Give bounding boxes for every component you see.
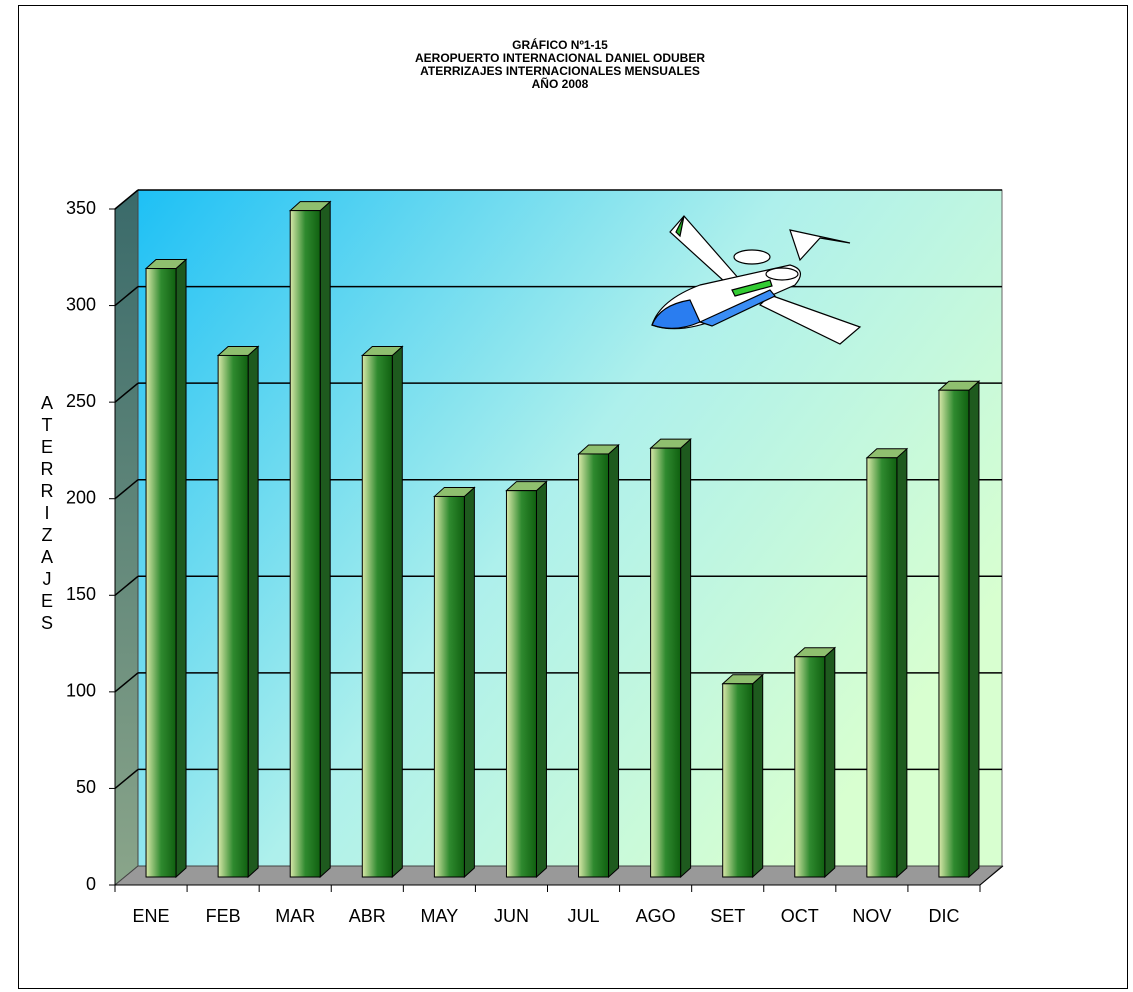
bar [433,495,465,878]
grid-line [114,285,139,307]
x-tick-label: JUN [494,906,529,926]
bar-side [608,443,620,879]
y-tick-label: 200 [66,487,96,507]
x-tick-label: NOV [852,906,891,926]
x-tick-label: FEB [206,906,241,926]
y-axis-label: ATERRIZAJES [37,393,57,635]
bar-side [391,345,403,879]
grid-line [114,575,139,596]
bar-side [175,258,187,879]
y-tick-label: 50 [76,777,96,797]
grid-line [114,479,139,500]
x-tick-label: JUL [568,906,600,926]
bar-side [319,200,331,879]
y-tick-label: 0 [86,874,96,894]
x-tick-label: MAR [275,906,315,926]
bar-side [968,380,980,879]
x-tick-label: MAY [421,906,459,926]
plane-icon [651,215,862,345]
bar-side [680,438,692,879]
x-tick-label: AGO [636,906,676,926]
side-wall [114,188,139,887]
bar [289,210,321,878]
x-tick-label: ABR [349,906,386,926]
bar-side [752,673,764,879]
grid-line [114,768,139,790]
x-tick-label: ENE [133,906,170,926]
bar [505,490,537,878]
y-tick-label: 100 [66,681,96,701]
x-tick-label: DIC [928,906,959,926]
frame [18,5,1128,989]
bar [722,683,754,878]
title-line: GRÁFICO Nº1-15 [512,37,608,52]
grid-line [114,672,139,693]
y-tick-label: 250 [66,391,96,411]
bar-side [463,486,475,879]
bar-side [247,345,259,879]
y-tick-label: 350 [66,198,96,218]
bar [578,453,610,878]
grid-line [114,189,139,210]
x-tick-label: OCT [781,906,819,926]
bar [794,656,826,878]
bar-side [824,646,836,879]
grid-line [114,382,139,403]
title-line: AÑO 2008 [532,76,589,91]
x-tick-label: SET [710,906,745,926]
bar [145,268,177,878]
title-line: ATERRIZAJES INTERNACIONALES MENSUALES [420,64,700,78]
bar [217,354,249,878]
title-line: AEROPUERTO INTERNACIONAL DANIEL ODUBER [415,51,705,65]
bar [361,354,393,878]
y-tick-label: 150 [66,584,96,604]
y-tick-label: 300 [66,294,96,314]
bar-side [535,480,547,879]
x-axis-depth [979,865,1004,886]
bar-side [896,447,908,879]
bar [650,447,682,878]
bar [866,457,898,878]
bar [938,389,970,878]
